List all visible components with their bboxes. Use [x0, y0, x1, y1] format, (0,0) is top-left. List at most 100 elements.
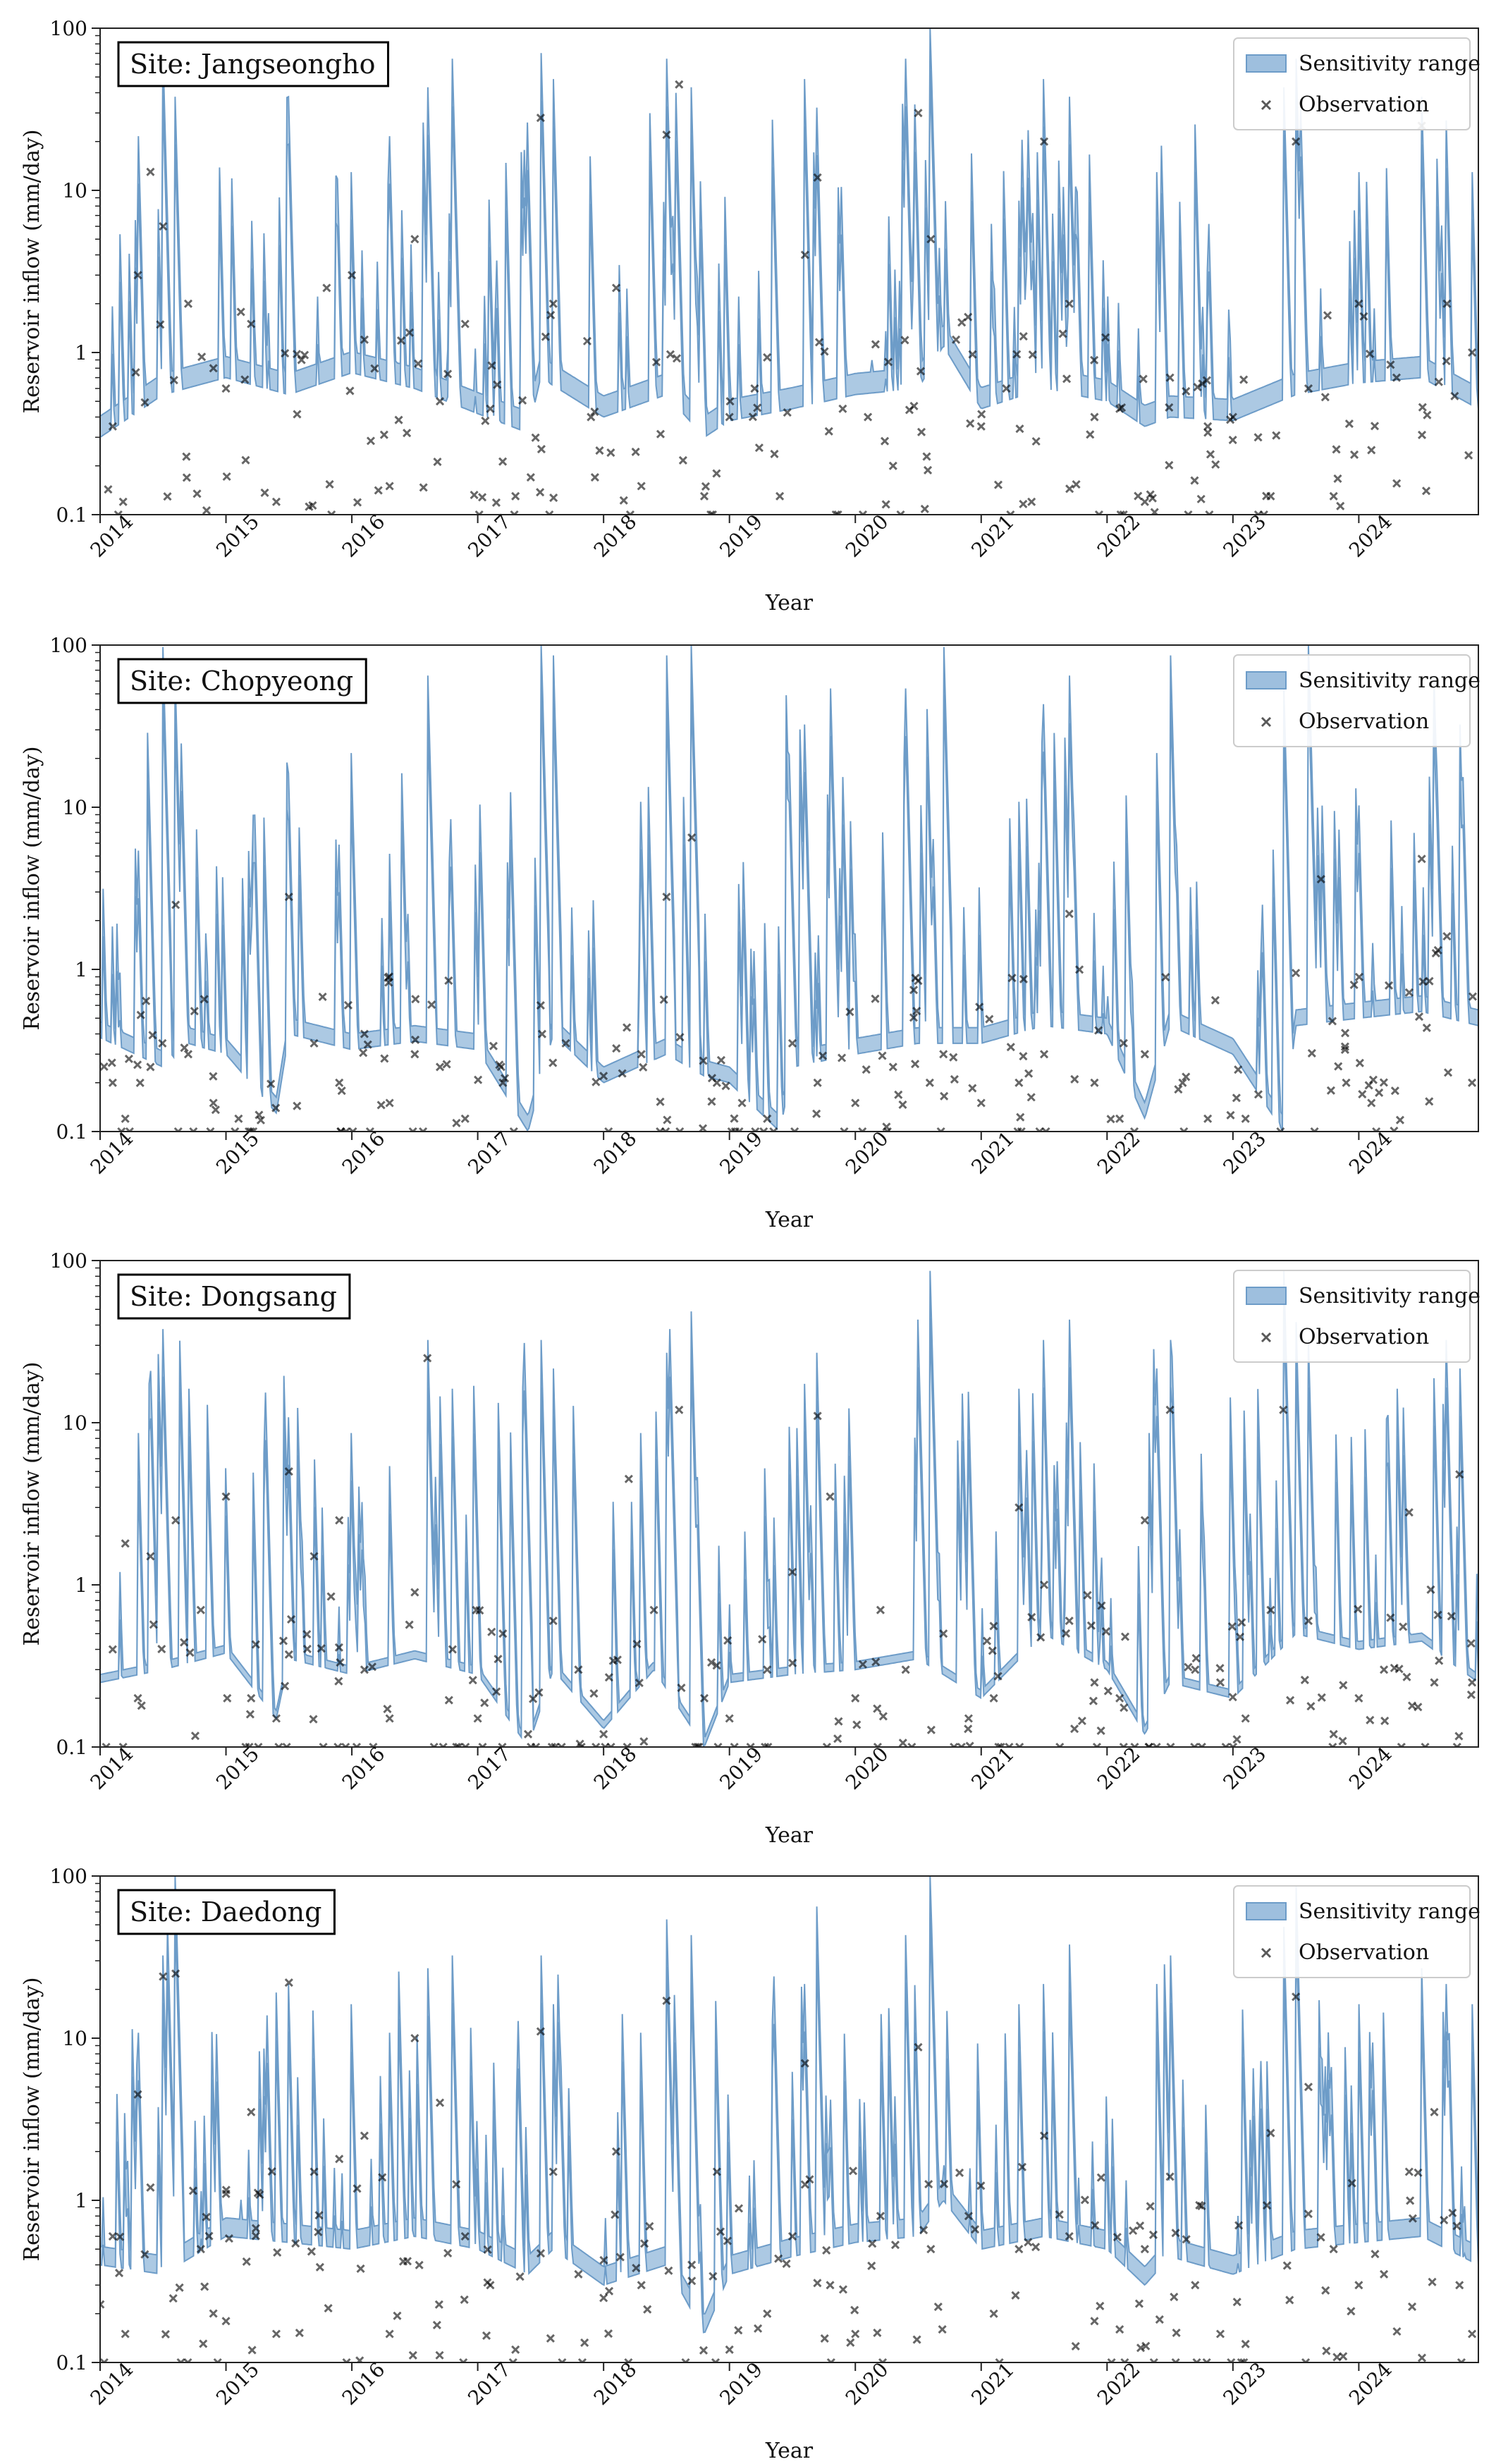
observation-point [1282, 2261, 1292, 2270]
observation-point [1119, 1038, 1128, 1048]
observation-point [1292, 969, 1301, 978]
site-label-box [117, 1273, 351, 1320]
observation-point [1397, 1742, 1406, 1747]
observation-point [1379, 1078, 1388, 1087]
observation-point [707, 1074, 717, 1083]
observation-point [916, 367, 926, 376]
x-tick-label: 2021 [967, 1127, 1019, 1179]
observation-point [1120, 1632, 1130, 1641]
observation-point [1468, 2329, 1477, 2339]
observation-point [1036, 1633, 1046, 1642]
observation-point [410, 1050, 419, 1059]
observation-point [624, 2358, 633, 2362]
observation-point [699, 491, 709, 501]
observation-point [878, 2358, 888, 2362]
y-axis-title: Reservoir inflow (mm/day) [20, 130, 44, 414]
observation-point [1117, 403, 1127, 412]
observation-point [468, 1676, 477, 1685]
observation-point [976, 1098, 986, 1108]
observation-point [864, 412, 873, 422]
observation-point [1332, 2353, 1342, 2362]
observation-point [1148, 494, 1157, 503]
legend-marker-swatch [1261, 99, 1272, 111]
observation-point [896, 510, 905, 515]
legend-band-swatch [1246, 671, 1287, 689]
observation-point [758, 1635, 767, 1644]
site-label-text: Site: Chopyeong [130, 666, 353, 697]
y-tick-label: 10 [62, 1411, 87, 1435]
observation-point [224, 2234, 233, 2243]
observation-point [936, 1127, 945, 1132]
observation-point [909, 401, 919, 411]
plot-frame [99, 1875, 1479, 2363]
observation-point [1455, 1470, 1464, 1479]
observation-point [1152, 1742, 1161, 1747]
observation-point [824, 427, 833, 436]
observation-point [725, 1714, 734, 1723]
observation-point [536, 114, 545, 123]
observation-point [117, 1127, 126, 1132]
observation-point [590, 472, 599, 482]
observation-point [532, 1742, 541, 1747]
x-tick-label: 2022 [1093, 1127, 1145, 1179]
observation-point [271, 1714, 281, 1723]
x-tick-label: 2017 [463, 1742, 515, 1794]
observation-point [873, 1704, 882, 1713]
observation-point [541, 332, 550, 341]
observation-point [1340, 1029, 1350, 1038]
x-tick-label: 2018 [589, 1127, 642, 1179]
observation-point [608, 1656, 618, 1665]
observation-point [754, 443, 764, 453]
observation-point [1428, 2277, 1437, 2286]
site-label-text: Site: Dongsang [130, 1281, 337, 1312]
observation-point [133, 1060, 142, 1069]
observation-point [336, 1127, 345, 1132]
observation-point [1061, 1629, 1071, 1638]
observation-point [574, 2269, 583, 2279]
observation-point [957, 318, 967, 327]
observation-point [383, 1705, 392, 1714]
observation-point [883, 357, 893, 367]
y-axis-title: Reservoir inflow (mm/day) [20, 1978, 44, 2262]
observation-point [1310, 1127, 1319, 1132]
observation-point [498, 1078, 508, 1087]
observation-point [1417, 430, 1427, 440]
observation-point [1070, 1074, 1079, 1084]
observation-point [478, 1742, 487, 1747]
observation-point [196, 1605, 205, 1614]
observation-point [333, 1742, 343, 1747]
observation-point [1012, 350, 1022, 359]
observation-point [1039, 1580, 1049, 1590]
observation-point [414, 359, 423, 368]
observation-point [318, 992, 327, 1002]
observation-point [1380, 2269, 1389, 2279]
observation-point [1468, 348, 1477, 357]
observation-point [734, 2204, 744, 2213]
observation-point [1464, 450, 1473, 460]
y-axis-title: Reservoir inflow (mm/day) [20, 747, 44, 1031]
plot-frame [99, 27, 1479, 515]
x-tick-label: 2021 [967, 1742, 1019, 1794]
observation-point [1304, 384, 1313, 393]
observation-point [1140, 1516, 1149, 1525]
observation-point [763, 1665, 772, 1674]
observation-point [1404, 1508, 1414, 1517]
observation-point [171, 900, 180, 909]
observation-point [180, 1043, 189, 1053]
observation-point [812, 1109, 821, 1118]
observation-point [964, 1714, 973, 1723]
observation-point [989, 1622, 998, 1631]
observation-point [1266, 2128, 1275, 2138]
observation-point [1002, 384, 1011, 393]
observation-point [480, 1698, 489, 1708]
observation-point [221, 1492, 231, 1501]
observation-point [851, 2329, 860, 2339]
observation-point [551, 1742, 560, 1747]
observation-point [432, 2320, 441, 2329]
observation-point [1116, 510, 1125, 515]
observation-point [247, 2107, 256, 2116]
observation-point [813, 1411, 822, 1421]
observation-point [1107, 2358, 1116, 2362]
observation-point [531, 433, 540, 442]
observation-point [1077, 1716, 1086, 1726]
